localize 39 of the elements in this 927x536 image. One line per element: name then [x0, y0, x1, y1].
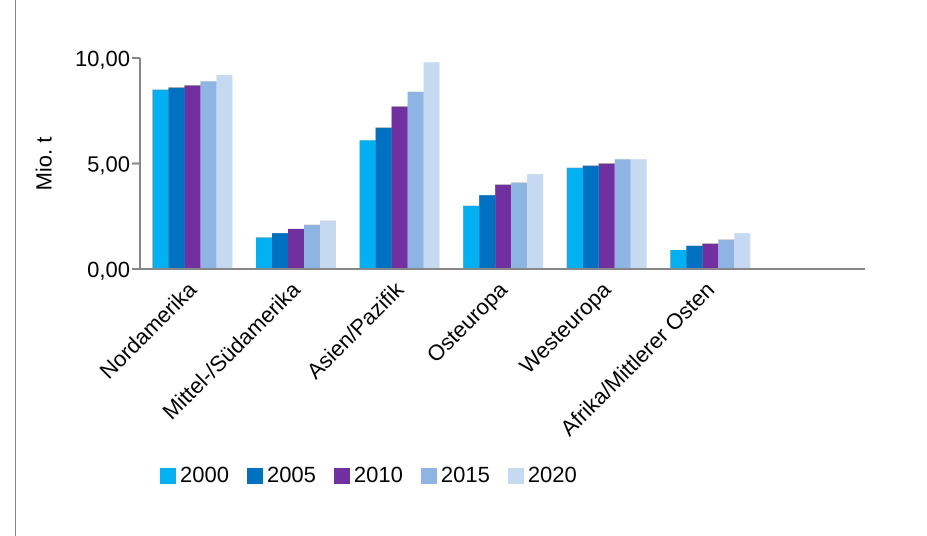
bar — [376, 128, 392, 269]
bar — [598, 164, 615, 269]
bar — [320, 220, 336, 269]
bar — [200, 81, 216, 269]
bar — [582, 166, 599, 269]
legend-label: 2005 — [266, 462, 316, 487]
legend-label: 2020 — [528, 462, 577, 487]
legend-label: 2000 — [180, 462, 229, 487]
bar — [718, 239, 734, 269]
bar — [304, 224, 320, 269]
bar — [527, 174, 544, 269]
bar — [392, 106, 408, 269]
bar — [630, 159, 647, 269]
legend-label: 2015 — [440, 462, 490, 487]
bar — [424, 62, 440, 269]
y-tick-label: 0,00 — [87, 256, 130, 282]
bar — [511, 182, 528, 269]
y-tick-label: 10,00 — [74, 46, 130, 71]
bar — [566, 168, 583, 269]
bar — [168, 88, 184, 269]
bar — [288, 228, 304, 269]
bar — [272, 233, 288, 269]
bar — [463, 206, 480, 269]
bar — [360, 140, 376, 269]
bar — [152, 90, 168, 269]
bar — [734, 233, 750, 269]
bar — [184, 85, 200, 269]
bar — [216, 74, 232, 269]
bar — [670, 250, 686, 269]
y-axis-title: Mio. t — [32, 136, 56, 190]
bar — [686, 246, 702, 269]
bar — [408, 92, 424, 269]
bar — [479, 195, 496, 269]
y-tick-label: 5,00 — [87, 151, 130, 176]
legend-label: 2010 — [354, 462, 403, 487]
bar — [495, 184, 512, 269]
bar — [702, 244, 718, 269]
bar — [614, 159, 631, 269]
bar — [256, 237, 272, 269]
